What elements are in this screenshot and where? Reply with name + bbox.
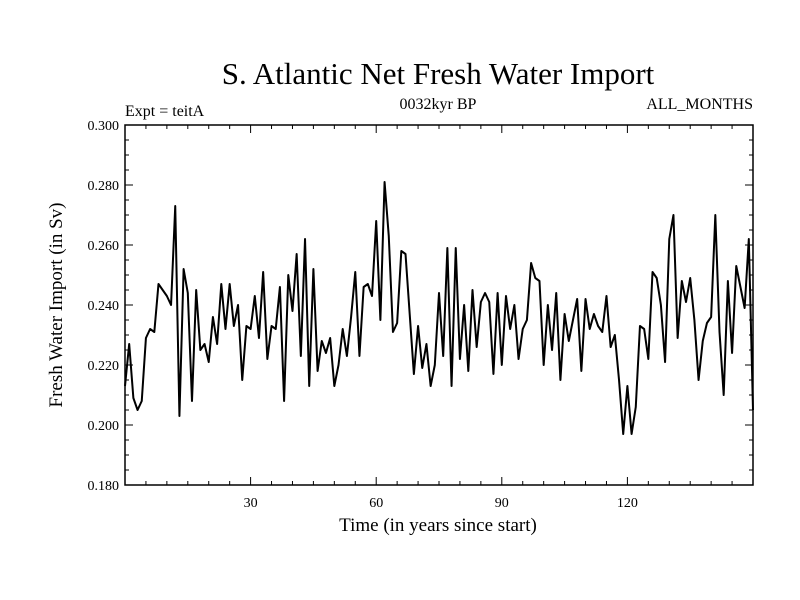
x-tick-label: 60 [369,496,383,511]
y-tick-label: 0.240 [88,299,120,314]
subtitle-center: 0032kyr BP [400,96,477,113]
y-tick-label: 0.200 [88,419,120,434]
y-tick-label: 0.300 [88,119,120,134]
subtitle-right: ALL_MONTHS [646,96,753,113]
x-tick-label: 120 [617,496,638,511]
x-tick-label: 90 [495,496,509,511]
series-layer [124,181,754,435]
y-tick-label: 0.260 [88,239,120,254]
chart-title: S. Atlantic Net Fresh Water Import [222,56,655,91]
series-line-1 [124,181,754,435]
axes-layer: 0.180 0.200 0.220 0.240 0.260 0.280 0.300 30 60 9… [88,119,754,511]
y-tick-label: 0.180 [88,479,120,494]
y-tick-label: 0.220 [88,359,120,374]
subtitle-left: Expt = teitA [125,103,205,120]
y-tick-label: 0.280 [88,179,120,194]
x-axis-label: Time (in years since start) [339,515,537,536]
y-axis-label: Fresh Water Import (in Sv) [46,203,67,408]
x-tick-label: 30 [244,496,258,511]
